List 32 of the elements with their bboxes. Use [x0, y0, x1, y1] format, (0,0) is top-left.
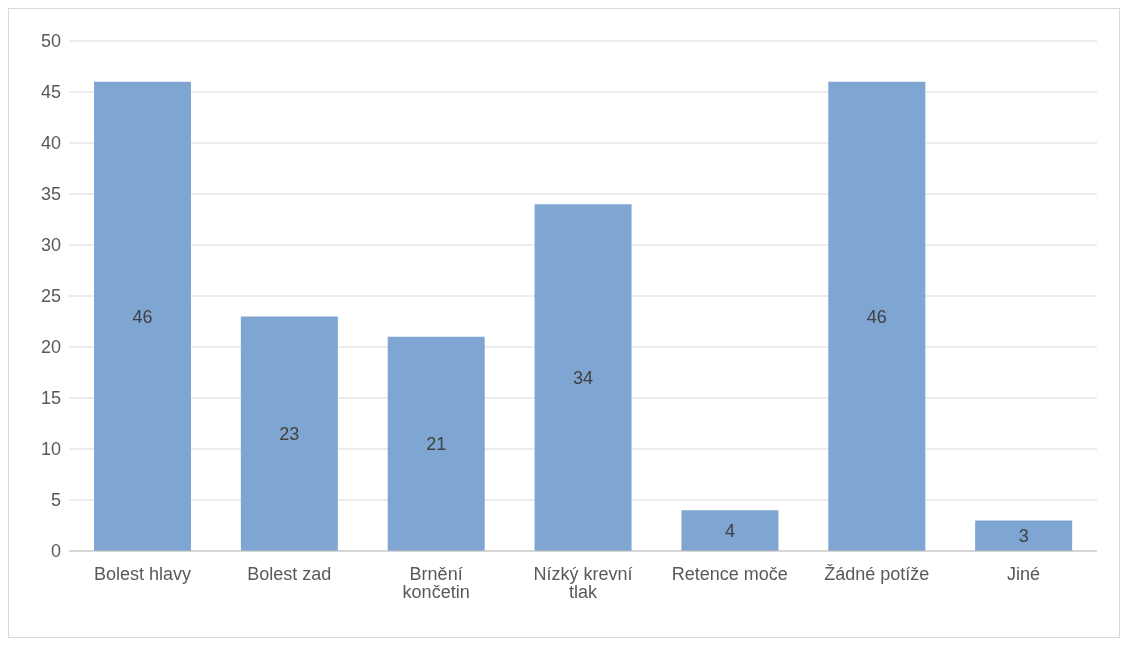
x-tick-label: Bolest zad — [247, 563, 332, 584]
x-tick-label: Jiné — [1007, 563, 1041, 584]
data-label: 46 — [866, 306, 887, 327]
y-tick-label: 15 — [40, 388, 61, 409]
data-label: 23 — [279, 424, 300, 445]
x-tick-label: Nízký krevní tlak — [533, 563, 633, 602]
x-tick-label: Brnění končetin — [402, 563, 470, 602]
data-label: 21 — [426, 434, 447, 455]
y-tick-label: 5 — [50, 490, 61, 511]
y-tick-label: 45 — [40, 82, 61, 103]
bar — [94, 81, 191, 551]
y-tick-label: 10 — [40, 439, 61, 460]
y-tick-label: 20 — [40, 337, 61, 358]
y-tick-label: 40 — [40, 133, 61, 154]
data-label: 46 — [132, 306, 153, 327]
bar — [828, 81, 926, 551]
bar — [387, 336, 485, 551]
y-tick-label: 25 — [40, 286, 61, 307]
bar — [681, 510, 779, 551]
x-tick-label: Žádné potíže — [824, 563, 930, 584]
y-tick-label: 35 — [40, 184, 61, 205]
x-tick-label: Retence moče — [671, 563, 788, 584]
y-tick-label: 30 — [40, 235, 61, 256]
bar — [240, 316, 338, 551]
x-tick-label: Bolest hlavy — [93, 563, 191, 584]
y-tick-label: 0 — [50, 541, 61, 562]
y-tick-label: 50 — [40, 31, 61, 52]
data-label: 34 — [573, 367, 594, 388]
bar — [534, 204, 632, 551]
data-label: 4 — [724, 520, 735, 541]
data-label: 3 — [1018, 526, 1029, 547]
bar — [975, 520, 1073, 551]
